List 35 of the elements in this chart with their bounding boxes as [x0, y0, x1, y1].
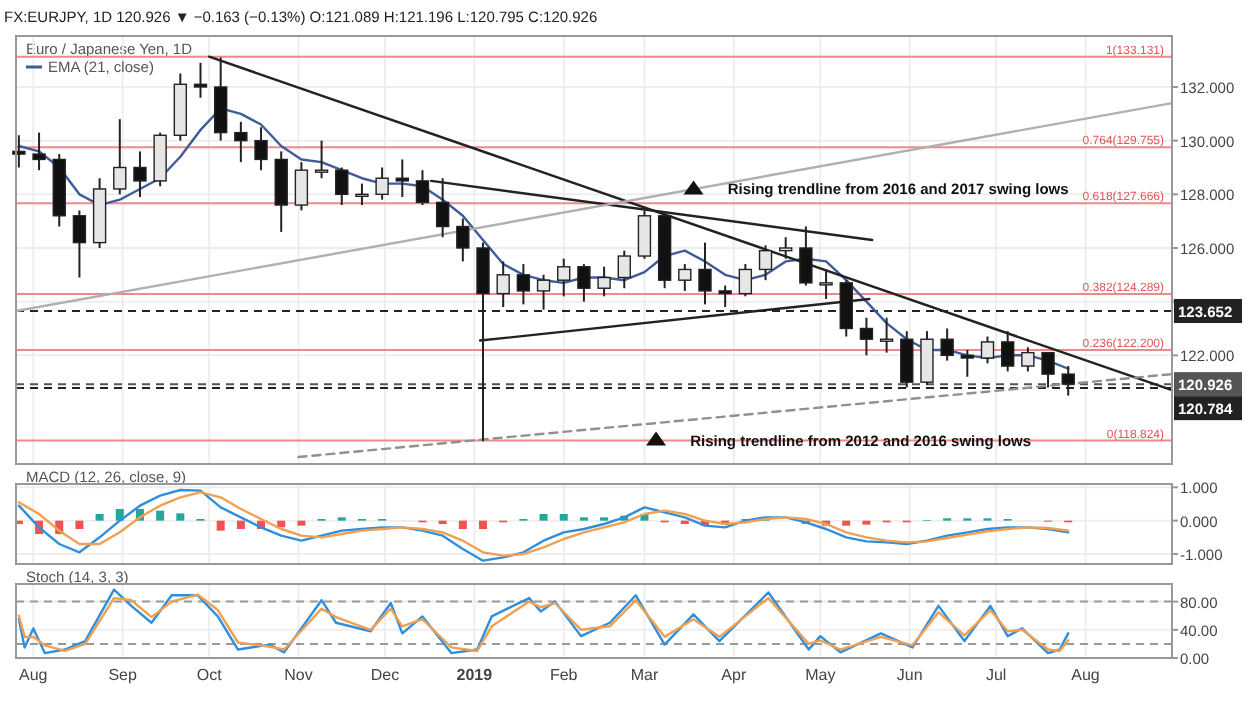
candlestick — [678, 263, 692, 292]
x-tick-label: Jun — [896, 666, 923, 684]
candlestick — [1000, 330, 1015, 373]
x-tick-label: May — [805, 666, 836, 684]
candlestick — [940, 327, 954, 362]
x-tick-label: Oct — [196, 666, 224, 684]
candlestick — [859, 316, 874, 357]
candlestick — [193, 61, 208, 99]
candlestick — [718, 284, 732, 309]
candlestick — [133, 150, 147, 198]
x-tick-label: Apr — [721, 666, 747, 684]
candlestick — [395, 158, 409, 198]
candlestick — [234, 120, 248, 164]
candlestick — [72, 209, 87, 279]
x-tick-label: Aug — [19, 666, 48, 684]
candlestick — [516, 263, 531, 306]
candlestick — [335, 166, 349, 207]
candlestick — [597, 265, 611, 298]
x-tick-label: Jul — [985, 666, 1007, 684]
candlestick — [698, 241, 712, 306]
x-tick-label: Sep — [108, 666, 138, 684]
candlestick — [32, 131, 46, 172]
candlestick — [577, 263, 591, 303]
x-tick-label: Dec — [370, 666, 400, 684]
x-tick-label: Nov — [284, 666, 313, 684]
candlestick — [274, 150, 288, 233]
candlestick — [12, 134, 26, 169]
candlestick — [254, 126, 268, 172]
x-tick-label: 2019 — [456, 666, 494, 684]
candlestick — [738, 263, 753, 298]
x-tick-label: Feb — [549, 666, 579, 684]
x-tick-label: Aug — [1071, 666, 1100, 684]
candlestick — [456, 217, 470, 263]
candlestick — [960, 348, 975, 378]
x-tick-label: Mar — [630, 666, 659, 684]
